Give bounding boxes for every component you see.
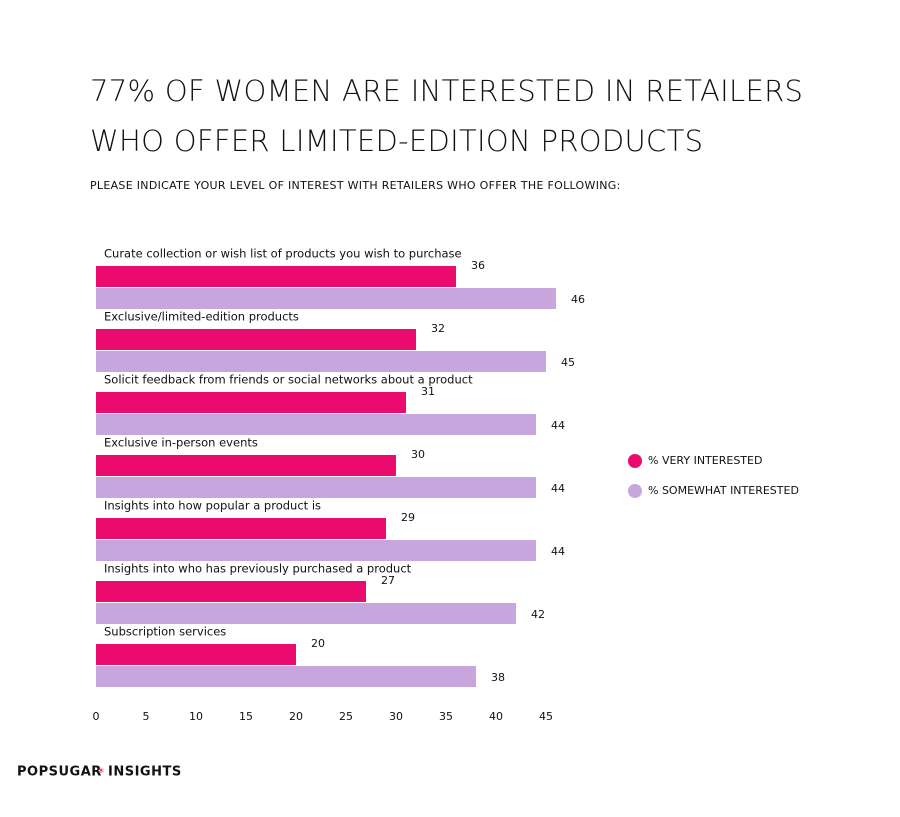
bar — [96, 540, 536, 561]
value-label: 32 — [431, 322, 445, 335]
value-label: 44 — [551, 419, 565, 432]
chart-title: WHO OFFER LIMITED-EDITION PRODUCTS — [90, 124, 703, 158]
category-label: Subscription services — [104, 625, 226, 639]
bar — [96, 266, 456, 287]
value-label: 42 — [531, 608, 545, 621]
value-label: 31 — [421, 385, 435, 398]
category-label: Exclusive/limited-edition products — [104, 310, 299, 324]
category-label: Insights into who has previously purchas… — [104, 562, 412, 576]
x-tick-label: 10 — [189, 710, 203, 723]
legend-marker — [628, 484, 642, 498]
bar — [96, 477, 536, 498]
value-label: 30 — [411, 448, 425, 461]
value-label: 36 — [471, 259, 485, 272]
bar — [96, 644, 296, 665]
x-tick-label: 15 — [239, 710, 253, 723]
bar — [96, 455, 396, 476]
legend-label: % VERY INTERESTED — [648, 454, 762, 467]
chart-title: 77% OF WOMEN ARE INTERESTED IN RETAILERS — [90, 74, 803, 108]
brand-star: * — [98, 766, 104, 780]
value-label: 44 — [551, 545, 565, 558]
bar — [96, 518, 386, 539]
category-label: Curate collection or wish list of produc… — [104, 247, 462, 261]
value-label: 27 — [381, 574, 395, 587]
x-tick-label: 25 — [339, 710, 353, 723]
legend-label: % SOMEWHAT INTERESTED — [648, 484, 799, 497]
bar — [96, 666, 476, 687]
bar — [96, 329, 416, 350]
value-label: 20 — [311, 637, 325, 650]
bar — [96, 603, 516, 624]
category-label: Solicit feedback from friends or social … — [104, 373, 473, 387]
x-tick-label: 20 — [289, 710, 303, 723]
x-tick-label: 40 — [489, 710, 503, 723]
x-tick-label: 35 — [439, 710, 453, 723]
bar — [96, 392, 406, 413]
bar — [96, 581, 366, 602]
x-tick-label: 5 — [143, 710, 150, 723]
brand: INSIGHTS — [108, 765, 182, 780]
bar — [96, 288, 556, 309]
category-label: Exclusive in-person events — [104, 436, 258, 450]
value-label: 45 — [561, 356, 575, 369]
category-label: Insights into how popular a product is — [104, 499, 321, 513]
value-label: 44 — [551, 482, 565, 495]
x-tick-label: 30 — [389, 710, 403, 723]
value-label: 38 — [491, 671, 505, 684]
bar — [96, 414, 536, 435]
brand: POPSUGAR — [17, 765, 102, 780]
value-label: 46 — [571, 293, 585, 306]
chart-subtitle: PLEASE INDICATE YOUR LEVEL OF INTEREST W… — [90, 179, 621, 192]
x-tick-label: 45 — [539, 710, 553, 723]
bar — [96, 351, 546, 372]
x-tick-label: 0 — [93, 710, 100, 723]
value-label: 29 — [401, 511, 415, 524]
legend-marker — [628, 454, 642, 468]
